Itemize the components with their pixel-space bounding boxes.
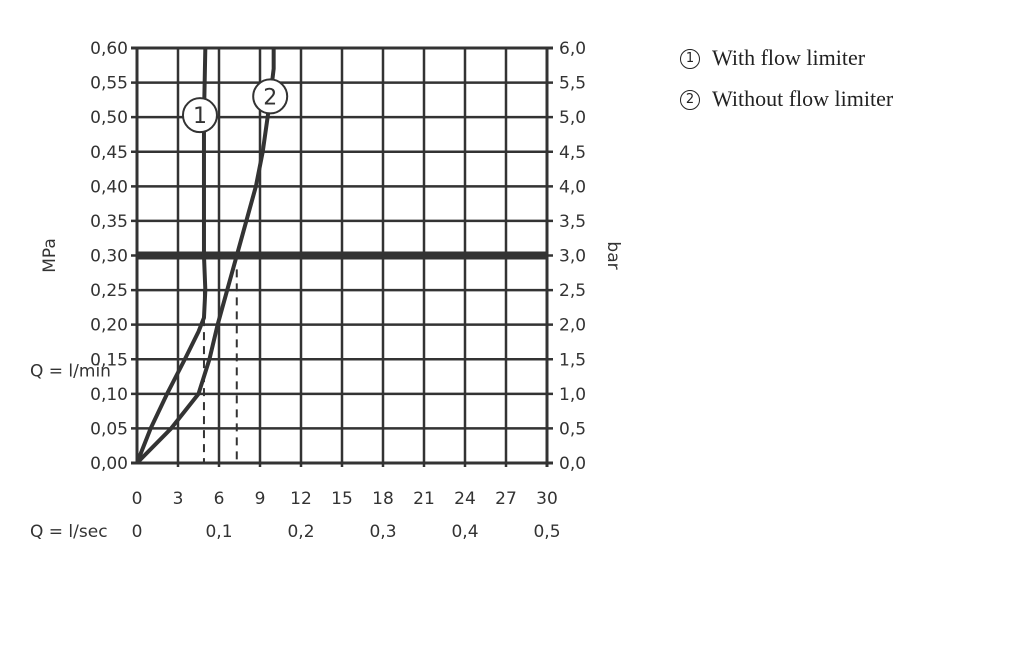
x-axis-label: Q = l/min	[30, 362, 111, 382]
y-tick-label: 0,35	[90, 212, 128, 232]
legend-item-1: 1 With flow limiter	[680, 45, 865, 71]
x-tick-label: 27	[495, 489, 517, 509]
legend-marker-2: 2	[680, 90, 700, 110]
legend-marker-1: 1	[680, 49, 700, 69]
series-marker-label: 2	[263, 85, 277, 110]
x2-tick-label: 0,5	[533, 522, 560, 542]
x2-tick-label: 0	[132, 522, 143, 542]
x-tick-label: 24	[454, 489, 476, 509]
y-tick-label: 0,05	[90, 419, 128, 439]
y2-axis-label: bar	[603, 241, 623, 269]
x2-tick-label: 0,1	[205, 522, 232, 542]
y-tick-label: 0,10	[90, 385, 128, 405]
series-marker-label: 1	[193, 104, 207, 129]
x-tick-label: 30	[536, 489, 558, 509]
legend-item-2: 2 Without flow limiter	[680, 86, 893, 112]
y2-tick-label: 4,5	[559, 143, 586, 163]
x-tick-label: 15	[331, 489, 353, 509]
series-marker-circle	[252, 78, 289, 115]
x-tick-label: 21	[413, 489, 435, 509]
x2-tick-label: 0,4	[451, 522, 478, 542]
y2-tick-label: 6,0	[559, 39, 586, 59]
series-line	[135, 47, 208, 464]
y-tick-label: 0,50	[90, 108, 128, 128]
y-tick-label: 0,60	[90, 39, 128, 59]
y2-tick-label: 0,0	[559, 454, 586, 474]
x-tick-label: 0	[132, 489, 143, 509]
y-tick-label: 0,15	[90, 350, 128, 370]
x-tick-label: 3	[173, 489, 184, 509]
x-tick-label: 18	[372, 489, 394, 509]
y-tick-label: 0,40	[90, 177, 128, 197]
y2-tick-label: 5,5	[559, 74, 586, 94]
y-tick-label: 0,55	[90, 74, 128, 94]
x2-tick-label: 0,3	[369, 522, 396, 542]
x2-axis-label: Q = l/sec	[30, 522, 108, 542]
y2-tick-label: 3,5	[559, 212, 586, 232]
y-tick-label: 0,00	[90, 454, 128, 474]
y-tick-label: 0,30	[90, 247, 128, 267]
legend-label-2: Without flow limiter	[712, 86, 894, 111]
y2-tick-label: 1,5	[559, 350, 586, 370]
x-tick-label: 9	[255, 489, 266, 509]
series-marker-circle	[181, 97, 218, 134]
x2-tick-label: 0,2	[287, 522, 314, 542]
y-tick-label: 0,20	[90, 316, 128, 336]
y2-tick-label: 3,0	[559, 247, 586, 267]
y2-tick-label: 1,0	[559, 385, 586, 405]
y2-tick-label: 5,0	[559, 108, 586, 128]
y2-tick-label: 0,5	[559, 419, 586, 439]
x-tick-label: 12	[290, 489, 312, 509]
y2-tick-label: 2,5	[559, 281, 586, 301]
y2-tick-label: 2,0	[559, 316, 586, 336]
y2-tick-label: 4,0	[559, 177, 586, 197]
legend-label-1: With flow limiter	[712, 45, 866, 70]
y-axis-label: MPa	[40, 238, 60, 273]
y-tick-label: 0,45	[90, 143, 128, 163]
x-tick-label: 6	[214, 489, 225, 509]
y-tick-label: 0,25	[90, 281, 128, 301]
